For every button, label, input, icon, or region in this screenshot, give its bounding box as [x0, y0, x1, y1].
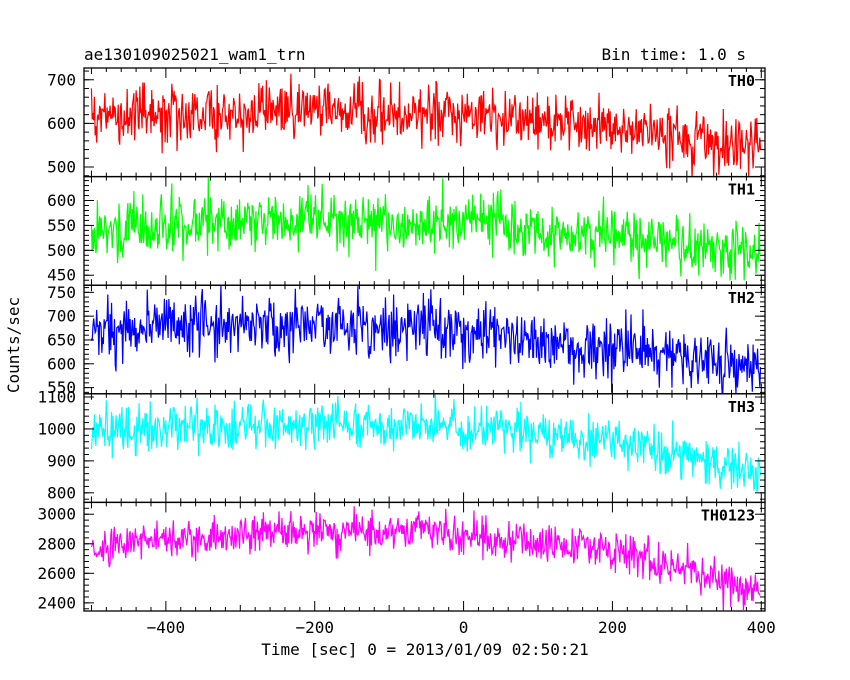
y-tick-label: 700: [47, 307, 76, 326]
y-tick-label: 450: [47, 266, 76, 285]
y-tick-label: 2400: [37, 593, 76, 612]
chart-title: ae130109025021_wam1_trn: [84, 45, 306, 64]
panel-th0123: 2400 2600 2800 3000 TH0123: [37, 501, 766, 612]
series-line-th0: [90, 73, 762, 177]
panel-label-th1: TH1: [728, 181, 755, 199]
series-line-th3: [90, 393, 762, 492]
y-tick-label: 2600: [37, 564, 76, 583]
x-tick-label: −200: [295, 618, 334, 637]
x-axis: −400 −200 0 200 400: [147, 618, 776, 637]
series-line-th2: [90, 285, 762, 394]
y-tick-label: 650: [47, 330, 76, 349]
panel-label-th0: TH0: [728, 72, 755, 90]
panel-th3: 800 900 1000 1100 TH3: [37, 387, 766, 504]
y-tick-label: 3000: [37, 505, 76, 524]
panel-th0: 500 600 700 TH0: [47, 67, 766, 178]
panel-frame: [83, 501, 766, 612]
panel-frame: [83, 393, 766, 504]
panel-label-th2: TH2: [728, 289, 755, 307]
y-tick-label: 750: [47, 283, 76, 302]
x-axis-title: Time [sec] 0 = 2013/01/09 02:50:21: [261, 640, 589, 659]
y-tick-label: 700: [47, 70, 76, 89]
y-tick-label: 550: [47, 378, 76, 397]
panel-th2: 550 600 650 700 750 TH2: [47, 283, 766, 397]
y-tick-label: 1000: [37, 419, 76, 438]
panel-th1: 450 500 550 600 TH1: [47, 175, 766, 286]
y-axis-title: Counts/sec: [4, 297, 23, 393]
y-tick-label: 600: [47, 114, 76, 133]
panel-frame: [83, 284, 766, 395]
y-tick-label: 600: [47, 191, 76, 210]
y-tick-label: 900: [47, 451, 76, 470]
y-tick-label: 1100: [37, 387, 76, 406]
x-tick-label: −400: [147, 618, 186, 637]
x-tick-label: 0: [459, 618, 469, 637]
y-tick-label: 800: [47, 483, 76, 502]
x-tick-label: 400: [747, 618, 776, 637]
y-tick-label: 600: [47, 354, 76, 373]
panel-label-th3: TH3: [728, 398, 755, 416]
panel-label-th0123: TH0123: [701, 506, 755, 524]
y-tick-label: 2800: [37, 534, 76, 553]
bin-time-label: Bin time: 1.0 s: [602, 45, 747, 64]
x-tick-label: 200: [598, 618, 627, 637]
panels-group: 500 600 700 TH0 450 500 550 600 TH1 550 600 650 700 7…: [37, 67, 766, 612]
y-tick-label: 550: [47, 216, 76, 235]
y-tick-label: 500: [47, 158, 76, 177]
series-line-th1: [90, 176, 761, 281]
y-tick-label: 500: [47, 241, 76, 260]
series-line-th0123: [90, 506, 761, 611]
